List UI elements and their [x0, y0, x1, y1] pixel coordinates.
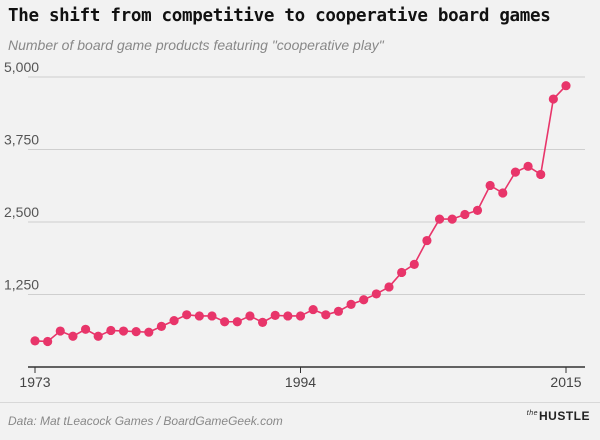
data-point [434, 214, 445, 224]
brand-name: HUSTLE [539, 409, 590, 423]
footer-divider [0, 402, 600, 403]
data-point [182, 310, 192, 320]
data-point [422, 235, 432, 246]
data-point [548, 94, 558, 104]
data-point [257, 317, 268, 327]
data-point [333, 306, 344, 316]
data-point [194, 311, 204, 321]
data-point [106, 325, 116, 336]
y-tick-label: 3,750 [4, 132, 39, 148]
data-point [30, 336, 40, 346]
data-point [144, 327, 154, 337]
data-point [510, 167, 521, 177]
line-chart: 1,250 2,500 3,750 5,000 1973 1994 2015 [4, 59, 585, 390]
chart-subtitle: Number of board game products featuring … [8, 37, 384, 53]
brand-prefix: the [526, 410, 538, 417]
data-point [409, 259, 419, 269]
data-point [472, 205, 483, 215]
data-point [447, 214, 457, 224]
data-point [131, 327, 141, 337]
data-point [485, 180, 495, 191]
data-point [68, 331, 78, 341]
data-point [346, 299, 356, 309]
data-point [384, 282, 394, 292]
data-point [371, 289, 381, 299]
data-point [169, 316, 179, 326]
data-point [283, 311, 293, 321]
data-point [308, 304, 318, 315]
data-point [397, 267, 407, 278]
source-note: Data: Mat tLeacock Games / BoardGameGeek… [8, 414, 283, 428]
data-point [321, 310, 331, 320]
x-tick-label: 1973 [19, 374, 50, 390]
y-tick-label: 5,000 [4, 59, 39, 75]
data-point [561, 81, 571, 91]
data-point [498, 188, 508, 198]
brand-logo: theHUSTLE [527, 409, 590, 423]
data-point [270, 310, 280, 320]
data-point [80, 324, 91, 334]
data-point [523, 161, 533, 171]
data-point [232, 317, 242, 327]
y-tick-label: 2,500 [4, 204, 39, 220]
y-tick-label: 1,250 [4, 277, 39, 293]
data-point [156, 321, 167, 331]
data-point [295, 311, 306, 321]
data-point [43, 336, 53, 347]
data-point [118, 326, 129, 336]
series-line [34, 85, 567, 343]
x-tick-label: 2015 [550, 374, 581, 390]
data-point [460, 209, 470, 220]
data-point [220, 317, 230, 327]
data-point [93, 331, 103, 341]
data-point [536, 169, 546, 180]
data-point [207, 311, 217, 321]
data-point [55, 326, 65, 336]
chart-title: The shift from competitive to cooperativ… [8, 6, 551, 26]
data-point [359, 295, 369, 305]
x-tick-label: 1994 [285, 374, 316, 390]
data-point [245, 311, 255, 321]
